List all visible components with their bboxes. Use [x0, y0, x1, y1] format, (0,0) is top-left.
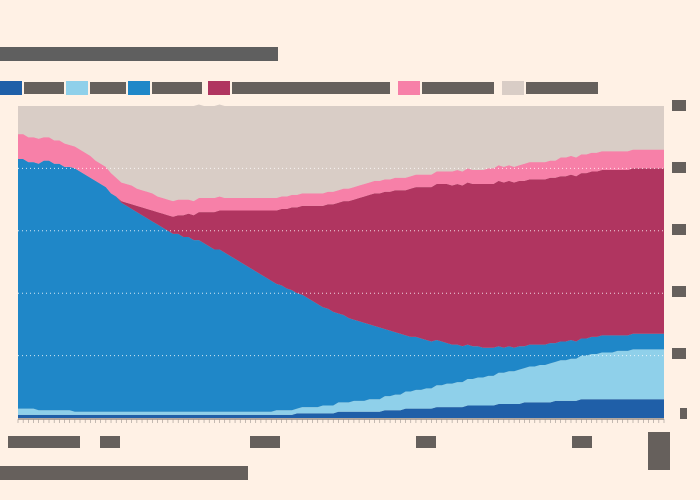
x-tick-label-1 — [8, 436, 80, 448]
legend-label-6 — [526, 82, 598, 94]
legend-swatch-5 — [398, 81, 420, 95]
legend-swatch-3 — [128, 81, 150, 95]
y-tick-label-100 — [672, 100, 686, 111]
legend-label-3 — [152, 82, 202, 94]
y-tick-label-20 — [672, 348, 686, 359]
chart-title-placeholder — [0, 47, 278, 61]
legend-label-2 — [90, 82, 126, 94]
legend-swatch-1 — [0, 81, 22, 95]
y-tick-label-60 — [672, 224, 686, 235]
area-series-2 — [18, 349, 664, 415]
area-series-3 — [18, 159, 664, 412]
legend-label-4 — [232, 82, 390, 94]
area-series-6 — [18, 104, 664, 202]
area-series-5 — [18, 134, 664, 217]
legend-swatch-6 — [502, 81, 524, 95]
y-tick-label-40 — [672, 286, 686, 297]
source-note-placeholder — [0, 466, 248, 480]
area-series-4 — [18, 159, 664, 348]
x-tick-label-2 — [100, 436, 120, 448]
x-tick-label-5 — [572, 436, 592, 448]
x-tick-label-3 — [250, 436, 280, 448]
legend-swatch-4 — [208, 81, 230, 95]
legend-swatch-2 — [66, 81, 88, 95]
y-tick-label-0 — [680, 408, 687, 419]
publisher-logo — [648, 432, 670, 470]
legend-label-5 — [422, 82, 494, 94]
y-tick-label-80 — [672, 162, 686, 173]
x-tick-label-4 — [416, 436, 436, 448]
legend-label-1 — [24, 82, 64, 94]
